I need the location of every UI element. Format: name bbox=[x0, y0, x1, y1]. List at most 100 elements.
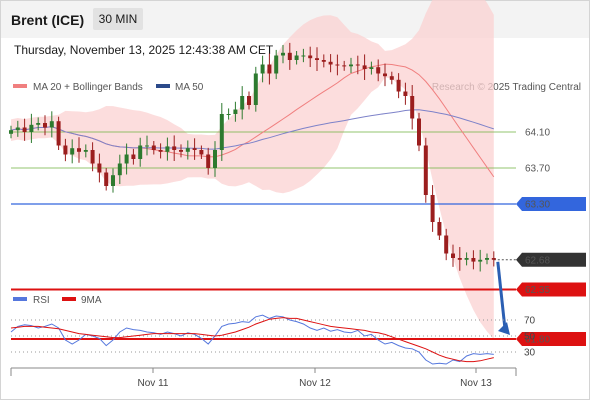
timeframe-button[interactable]: 30 MIN bbox=[93, 8, 143, 30]
candle-23 bbox=[165, 137, 170, 161]
candle-body-35 bbox=[247, 96, 251, 105]
candle-body-2 bbox=[22, 127, 27, 132]
level-tag-3 bbox=[516, 252, 586, 267]
candle-body-60 bbox=[417, 118, 421, 146]
candle-18 bbox=[131, 148, 136, 165]
rsi-line bbox=[10, 314, 494, 365]
candle-body-41 bbox=[287, 52, 292, 60]
candle-47 bbox=[328, 54, 333, 73]
candle-33 bbox=[233, 101, 238, 122]
candle-body-16 bbox=[117, 163, 122, 176]
level-label-2: 63.30 bbox=[525, 200, 550, 211]
legend-ma50-swatch bbox=[156, 84, 170, 88]
candle-body-21 bbox=[151, 145, 156, 150]
candle-body-7 bbox=[56, 121, 61, 146]
candle-body-67 bbox=[464, 258, 469, 260]
candle-body-22 bbox=[158, 150, 163, 152]
candle-11 bbox=[83, 144, 88, 158]
candle-51 bbox=[355, 55, 360, 75]
candle-body-15 bbox=[111, 175, 115, 186]
candle-body-32 bbox=[226, 114, 231, 115]
candle-body-23 bbox=[165, 146, 170, 152]
candle-body-46 bbox=[321, 60, 326, 62]
candle-48 bbox=[335, 54, 340, 76]
candle-55 bbox=[383, 63, 387, 87]
candle-body-27 bbox=[192, 148, 197, 150]
candle-body-49 bbox=[342, 65, 347, 67]
candle-body-36 bbox=[253, 73, 258, 105]
candle-body-34 bbox=[240, 96, 245, 110]
candle-54 bbox=[376, 59, 381, 82]
credit-text: Research © 2025 Trading Central bbox=[432, 82, 581, 93]
x-tick-label-0: Nov 11 bbox=[138, 378, 169, 389]
candle-body-69 bbox=[478, 259, 483, 262]
candle-26 bbox=[185, 140, 190, 160]
level-tag-4 bbox=[516, 282, 586, 297]
candle-body-19 bbox=[138, 145, 143, 159]
candle-body-51 bbox=[355, 64, 360, 66]
candle-body-13 bbox=[97, 163, 102, 173]
candle-body-68 bbox=[471, 258, 476, 262]
legend-ma50-label: MA 50 bbox=[175, 82, 204, 93]
candle-body-47 bbox=[328, 61, 333, 65]
candle-body-42 bbox=[294, 55, 299, 60]
candle-5 bbox=[43, 115, 47, 136]
candle-body-5 bbox=[43, 123, 47, 128]
candle-body-37 bbox=[260, 64, 265, 74]
candle-31 bbox=[219, 103, 224, 161]
candle-body-8 bbox=[63, 145, 68, 155]
rsi-ma-line bbox=[10, 317, 494, 363]
candle-body-44 bbox=[308, 55, 313, 59]
forecast-arrow-shaft bbox=[496, 261, 507, 330]
x-tick-label-2: Nov 13 bbox=[460, 378, 492, 389]
candle-body-9 bbox=[70, 148, 75, 155]
candle-41 bbox=[287, 42, 292, 70]
forecast-arrow-head bbox=[498, 322, 510, 335]
legend-rsi-ma-label: 9MA bbox=[81, 295, 102, 306]
legend-ma20-label: MA 20 + Bollinger Bands bbox=[33, 82, 143, 93]
candle-body-39 bbox=[274, 55, 279, 74]
candle-7 bbox=[56, 116, 61, 150]
candle-body-30 bbox=[213, 150, 217, 168]
candle-9 bbox=[70, 139, 75, 164]
rsi-tick-30: 30 bbox=[524, 348, 536, 359]
candle-61 bbox=[423, 137, 428, 203]
legend-ma20-swatch bbox=[13, 84, 27, 88]
candle-0 bbox=[9, 125, 13, 139]
bollinger-band bbox=[11, 0, 494, 339]
candle-69 bbox=[478, 249, 483, 272]
candle-body-54 bbox=[376, 67, 381, 74]
candle-70 bbox=[485, 253, 489, 265]
candle-14 bbox=[104, 168, 109, 191]
candle-68 bbox=[471, 250, 476, 270]
candle-52 bbox=[362, 54, 367, 80]
candle-38 bbox=[267, 53, 272, 85]
candle-body-45 bbox=[315, 58, 319, 60]
level-tag-5 bbox=[516, 332, 586, 346]
candle-2 bbox=[22, 118, 27, 141]
candle-16 bbox=[117, 154, 122, 185]
candle-30 bbox=[213, 141, 217, 177]
candle-body-65 bbox=[451, 253, 455, 258]
candle-35 bbox=[247, 91, 251, 110]
candle-body-70 bbox=[485, 258, 489, 260]
candle-56 bbox=[389, 71, 394, 85]
level-label-0: 64.10 bbox=[525, 128, 550, 139]
rsi-tick-50: 50 bbox=[524, 332, 536, 343]
level-tag-2 bbox=[516, 197, 586, 211]
legend-rsi-ma-swatch bbox=[62, 297, 76, 301]
candle-body-3 bbox=[29, 124, 34, 132]
candle-body-71 bbox=[491, 258, 496, 260]
candle-body-50 bbox=[349, 64, 353, 67]
candle-25 bbox=[179, 144, 183, 158]
candle-body-53 bbox=[369, 67, 374, 69]
candle-body-40 bbox=[281, 52, 285, 56]
candle-46 bbox=[321, 54, 326, 68]
level-label-4: 62.35 bbox=[525, 285, 550, 296]
candle-43 bbox=[301, 48, 306, 63]
forecast-arrow bbox=[496, 261, 510, 335]
timestamp: Thursday, November 13, 2025 12:43:38 AM … bbox=[14, 43, 274, 57]
candle-66 bbox=[457, 247, 462, 271]
candle-body-59 bbox=[410, 96, 415, 119]
